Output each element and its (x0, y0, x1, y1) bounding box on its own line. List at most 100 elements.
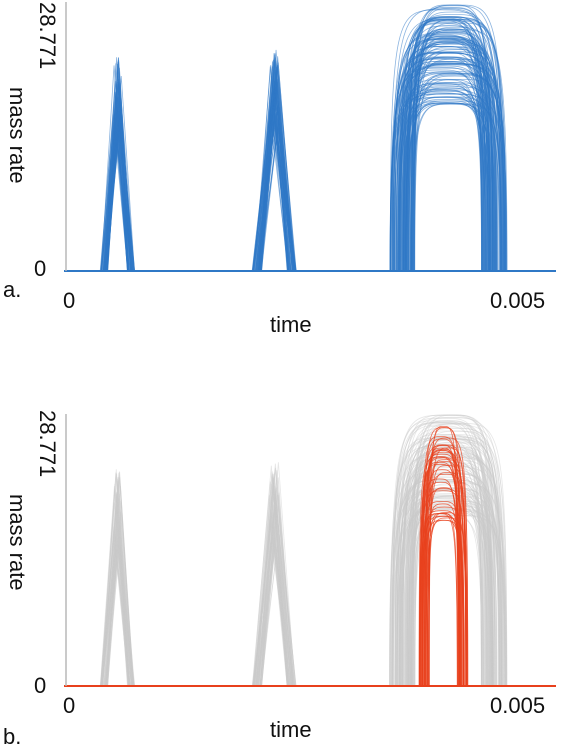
curve-line (397, 508, 492, 686)
curve-line (104, 477, 133, 686)
curve-line (260, 539, 289, 686)
curve-line (424, 447, 460, 686)
curve-line (395, 82, 495, 271)
curve-line (253, 485, 293, 686)
pulse-bundle-1 (99, 57, 135, 271)
curve-line (419, 453, 464, 686)
curve-line (409, 499, 489, 686)
chart-b-xlabel: time (270, 717, 312, 742)
curve-line (398, 481, 494, 686)
curve-line (407, 497, 491, 686)
curve-line (102, 527, 135, 686)
chart-a-xmin-label: 0 (63, 288, 76, 313)
curve-line (259, 494, 295, 686)
curve-line (407, 102, 487, 271)
curve-line (398, 442, 502, 686)
curve-line (402, 425, 483, 686)
curve-line (102, 511, 130, 686)
curve-line (403, 102, 493, 271)
curve-line (390, 420, 486, 686)
curve-line (260, 462, 296, 686)
chart-b-ylabel: mass rate (5, 494, 30, 591)
curve-line (252, 493, 295, 686)
curve-line (260, 496, 288, 686)
curve-line (406, 453, 488, 686)
pulse-bundle-3 (389, 414, 508, 686)
curve-line (101, 493, 132, 686)
curve-line (101, 471, 135, 686)
curve-line (100, 472, 129, 686)
curve-line (408, 447, 494, 686)
curve-line (260, 470, 294, 686)
curve-line (411, 420, 484, 686)
curve-line (401, 38, 484, 271)
curve-line (105, 522, 133, 686)
curve-line (102, 522, 133, 686)
curve-line (106, 524, 129, 686)
curve-line (390, 440, 493, 686)
curve-line (105, 537, 130, 686)
curve-line (252, 481, 290, 686)
curve-line (100, 528, 131, 686)
curve-line (256, 495, 297, 686)
curve-line (257, 537, 292, 686)
curve-line (255, 526, 293, 686)
pulse-bundle-1 (99, 469, 135, 686)
curve-line (106, 510, 134, 686)
chart-b-ymax-label: 28.771 (35, 410, 60, 478)
curve-line (260, 477, 294, 686)
curve-line (256, 506, 292, 686)
curve-line (401, 417, 489, 686)
curve-line (103, 60, 132, 271)
curve-line (399, 463, 485, 686)
curve-line (101, 507, 130, 686)
curve-line (391, 479, 502, 686)
curve-line (428, 465, 466, 686)
curve-line (104, 518, 135, 686)
curve-line (106, 481, 132, 686)
curve-line (261, 492, 294, 686)
curve-line (100, 497, 134, 686)
curve-line (407, 497, 482, 686)
curve-line (404, 448, 493, 686)
curve-line (260, 512, 288, 686)
curve-line (396, 508, 492, 686)
curve-line (397, 507, 493, 686)
curve-line (395, 422, 482, 686)
curve-line (410, 416, 496, 686)
curve-line (253, 506, 294, 686)
curve-line (259, 546, 295, 686)
curve-line (105, 549, 129, 686)
curve-line (258, 504, 288, 686)
curve-line (405, 516, 484, 686)
curve-line (399, 23, 487, 271)
curve-line (389, 479, 503, 686)
curve-line (100, 483, 130, 686)
curve-line (412, 423, 508, 686)
curve-line (259, 495, 294, 686)
curve-line (101, 472, 134, 686)
curve-line (106, 534, 133, 686)
curve-line (252, 494, 288, 686)
curve-line (107, 537, 133, 686)
curve-line (100, 534, 130, 686)
curve-line (392, 414, 497, 686)
curve-line (389, 96, 491, 271)
curve-line (103, 477, 134, 686)
curve-line (410, 414, 492, 686)
curve-line (404, 463, 493, 686)
curve-line (389, 445, 493, 686)
curve-line (406, 439, 492, 686)
chart-b-xmax-label: 0.005 (490, 693, 546, 718)
chart-a-xmax-label: 0.005 (490, 288, 546, 313)
curve-line (390, 58, 496, 271)
curve-line (103, 498, 133, 686)
curve-line (426, 512, 458, 686)
curve-line (420, 436, 461, 686)
curve-line (410, 495, 491, 686)
curve-line (412, 423, 493, 686)
chart-a-plot (64, 2, 556, 272)
curve-line (252, 522, 294, 686)
curve-line (410, 512, 497, 686)
curve-line (106, 478, 131, 686)
